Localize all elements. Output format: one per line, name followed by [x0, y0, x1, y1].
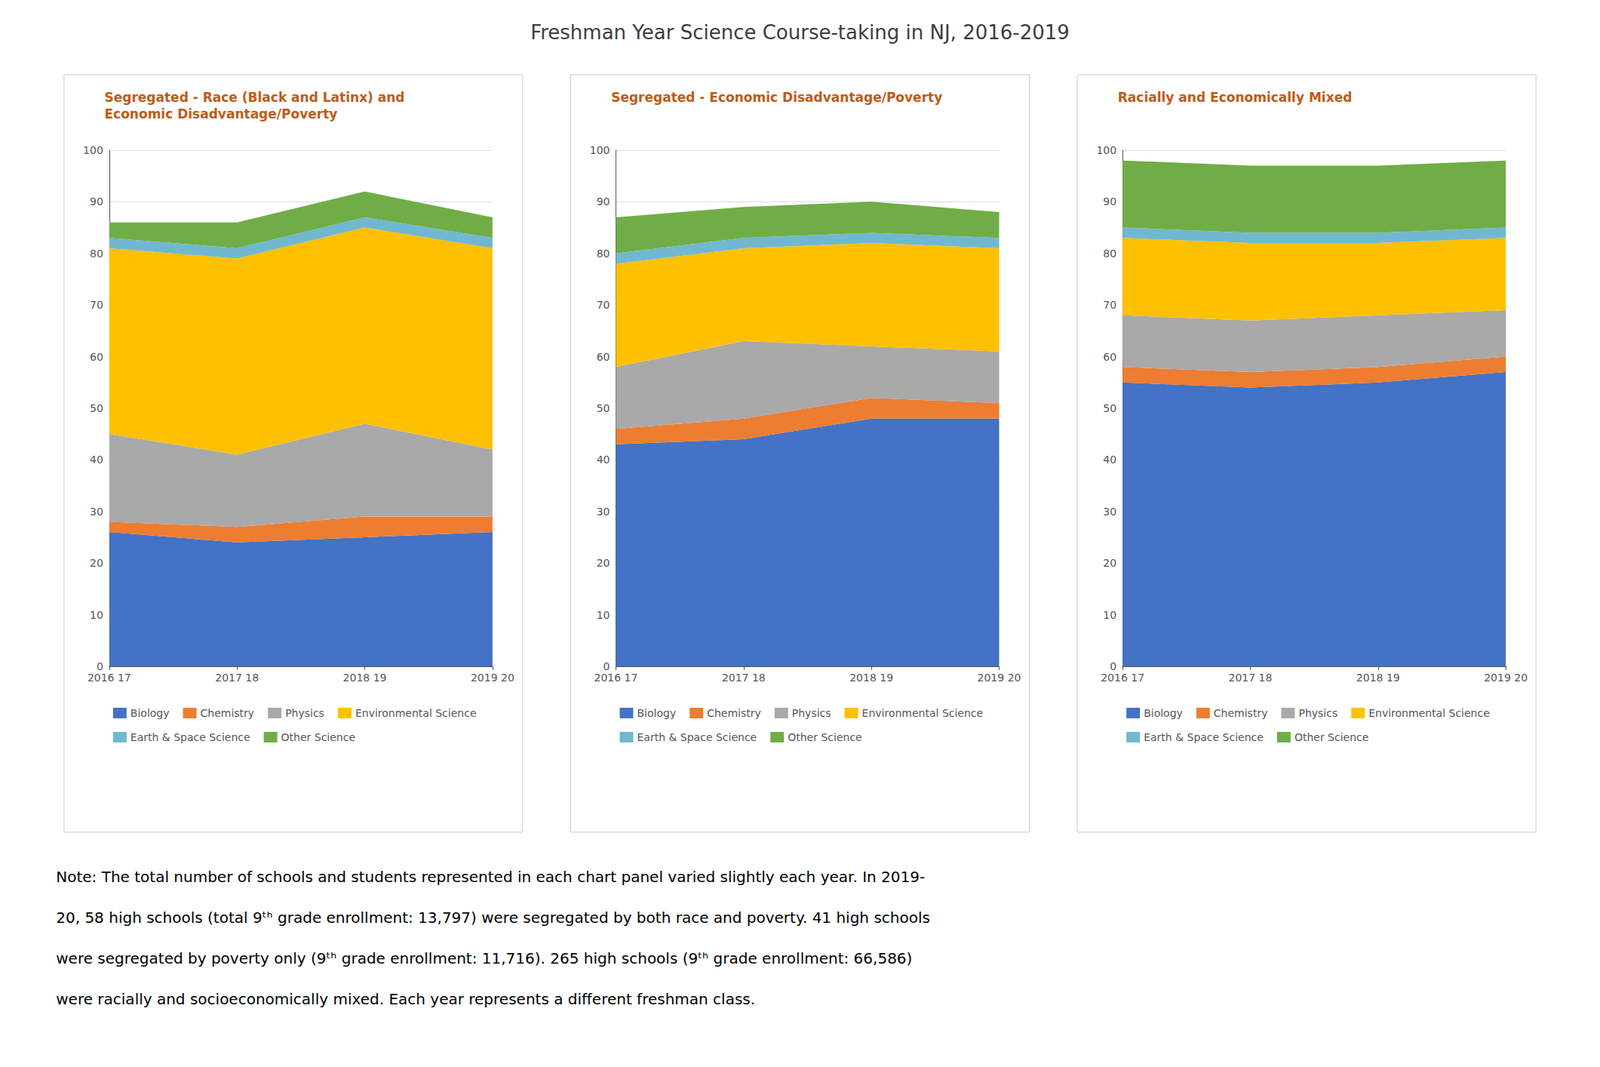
- svg-text:20, 58 high schools (total 9ᵗʰ: 20, 58 high schools (total 9ᵗʰ grade enr…: [55, 908, 931, 927]
- svg-text:80: 80: [596, 247, 611, 260]
- svg-text:20: 20: [1102, 556, 1117, 569]
- svg-text:100: 100: [1096, 144, 1117, 157]
- svg-text:40: 40: [1102, 453, 1117, 466]
- svg-text:0: 0: [1109, 660, 1117, 673]
- svg-text:30: 30: [89, 505, 104, 518]
- svg-text:Physics: Physics: [792, 706, 832, 719]
- svg-text:70: 70: [1102, 298, 1117, 311]
- svg-text:Environmental Science: Environmental Science: [862, 706, 984, 719]
- svg-text:80: 80: [1102, 247, 1117, 260]
- svg-text:2017 18: 2017 18: [721, 671, 766, 684]
- svg-text:20: 20: [596, 556, 611, 569]
- svg-text:Chemistry: Chemistry: [1213, 706, 1269, 719]
- svg-text:Biology: Biology: [130, 706, 170, 719]
- svg-text:80: 80: [89, 247, 104, 260]
- svg-text:60: 60: [596, 350, 611, 363]
- svg-text:90: 90: [1102, 195, 1117, 208]
- svg-text:Physics: Physics: [285, 706, 325, 719]
- svg-text:2018 19: 2018 19: [849, 671, 894, 684]
- svg-text:10: 10: [596, 608, 611, 621]
- svg-text:Other Science: Other Science: [787, 730, 862, 744]
- svg-text:2016 17: 2016 17: [594, 671, 639, 684]
- svg-text:Other Science: Other Science: [1294, 730, 1369, 744]
- svg-text:10: 10: [89, 608, 104, 621]
- svg-text:were segregated by poverty onl: were segregated by poverty only (9ᵗʰ gra…: [55, 948, 913, 968]
- svg-text:2016 17: 2016 17: [1100, 671, 1145, 684]
- svg-text:2017 18: 2017 18: [214, 671, 259, 684]
- svg-text:Biology: Biology: [636, 706, 676, 719]
- svg-text:50: 50: [89, 402, 104, 415]
- svg-text:Earth & Space Science: Earth & Space Science: [130, 730, 251, 744]
- svg-text:50: 50: [596, 402, 611, 415]
- svg-text:Chemistry: Chemistry: [706, 706, 762, 719]
- svg-text:Biology: Biology: [1143, 706, 1183, 719]
- svg-text:0: 0: [96, 660, 104, 673]
- svg-text:30: 30: [596, 505, 611, 518]
- svg-text:2017 18: 2017 18: [1228, 671, 1273, 684]
- svg-text:Segregated - Race (Black and L: Segregated - Race (Black and Latinx) and: [104, 89, 405, 105]
- svg-text:40: 40: [596, 453, 611, 466]
- svg-text:2019 20: 2019 20: [977, 671, 1022, 684]
- svg-text:60: 60: [1102, 350, 1117, 363]
- svg-text:10: 10: [1102, 608, 1117, 621]
- svg-text:50: 50: [1102, 402, 1117, 415]
- svg-text:2019 20: 2019 20: [1483, 671, 1528, 684]
- svg-text:Freshman Year Science Course-t: Freshman Year Science Course-taking in N…: [530, 21, 1070, 44]
- svg-text:Environmental Science: Environmental Science: [1368, 706, 1490, 719]
- svg-text:were racially and socioeconomi: were racially and socioeconomically mixe…: [55, 989, 756, 1008]
- svg-text:Segregated - Economic Disadvan: Segregated - Economic Disadvantage/Pover…: [611, 89, 943, 105]
- svg-text:0: 0: [603, 660, 611, 673]
- svg-text:100: 100: [82, 144, 104, 157]
- svg-text:Chemistry: Chemistry: [200, 706, 255, 719]
- svg-text:Environmental Science: Environmental Science: [355, 706, 477, 719]
- svg-text:Racially and Economically Mixe: Racially and Economically Mixed: [1117, 89, 1353, 105]
- svg-text:20: 20: [89, 556, 104, 569]
- svg-text:100: 100: [589, 144, 611, 157]
- svg-text:Earth & Space Science: Earth & Space Science: [1143, 730, 1264, 744]
- svg-text:60: 60: [89, 350, 104, 363]
- svg-text:90: 90: [89, 195, 104, 208]
- svg-text:Economic Disadvantage/Poverty: Economic Disadvantage/Poverty: [104, 106, 338, 122]
- svg-text:30: 30: [1102, 505, 1117, 518]
- svg-text:Note: The total number of scho: Note: The total number of schools and st…: [55, 867, 925, 886]
- svg-text:2018 19: 2018 19: [343, 671, 387, 684]
- svg-text:70: 70: [596, 298, 611, 311]
- svg-text:2019 20: 2019 20: [470, 671, 515, 684]
- svg-text:90: 90: [596, 195, 611, 208]
- svg-text:Earth & Space Science: Earth & Space Science: [636, 730, 757, 744]
- svg-text:2018 19: 2018 19: [1356, 671, 1401, 684]
- svg-text:2016 17: 2016 17: [87, 671, 132, 684]
- svg-text:40: 40: [89, 453, 104, 466]
- svg-text:Physics: Physics: [1298, 706, 1338, 719]
- svg-text:Other Science: Other Science: [281, 730, 356, 744]
- svg-text:70: 70: [89, 298, 104, 311]
